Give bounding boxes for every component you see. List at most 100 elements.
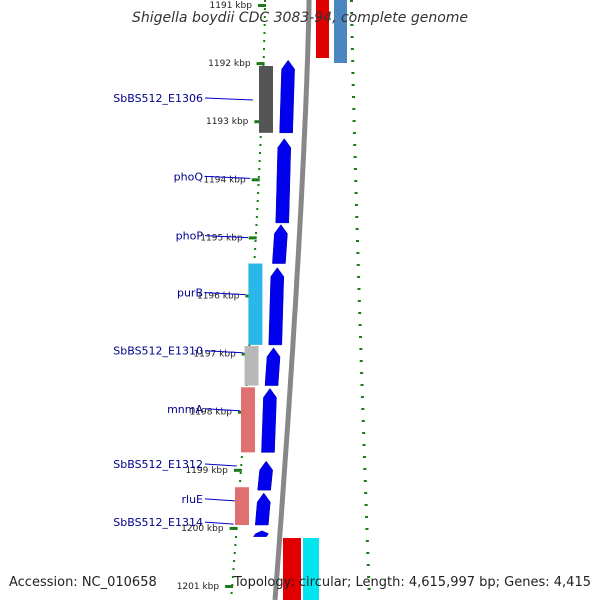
ruler-ring-dot xyxy=(240,464,243,466)
ruler-tick-label: 1200 kbp xyxy=(181,524,224,534)
outer-ring-dash xyxy=(361,408,365,410)
map-title: Shigella boydii CDC 3083-94, complete ge… xyxy=(131,10,469,26)
genome-stats-text: Topology: circular; Length: 4,615,997 bp… xyxy=(233,575,591,590)
cds-forward-arrow xyxy=(264,347,281,386)
gene-label-leader xyxy=(204,463,237,467)
gene-label-leader xyxy=(204,292,246,296)
ruler-ring-dot xyxy=(257,192,260,194)
ruler-ring-dot xyxy=(231,576,234,578)
ruler-ring-dot xyxy=(254,248,257,250)
gene-label: SbBS512_E1314 xyxy=(113,516,203,529)
gene-label-leader xyxy=(204,235,248,239)
gene-label-leader xyxy=(204,175,251,179)
ruler-ring-dot xyxy=(254,240,257,242)
ruler-ring-dot xyxy=(230,592,233,594)
outer-ring-dash xyxy=(362,432,366,434)
gene-label: phoQ xyxy=(174,170,204,183)
gene-label-leader xyxy=(204,521,234,525)
ruler-tick-label: 1192 kbp xyxy=(208,59,251,69)
gene-label-leader xyxy=(204,498,235,502)
ruler-ring-dot xyxy=(256,200,259,202)
outer-ring-dash xyxy=(352,132,356,134)
ruler-tick xyxy=(254,120,263,124)
ruler-ring-dot xyxy=(263,40,266,42)
cds-forward-arrow xyxy=(261,388,277,453)
ruler-ring-dot xyxy=(263,16,266,18)
outer-ring-dash xyxy=(366,552,370,554)
ruler-ring-dot xyxy=(234,536,237,538)
ruler-ring-dot xyxy=(256,208,259,210)
outer-ring-dash xyxy=(355,216,359,218)
outer-ring-dash xyxy=(360,384,364,386)
gene-label: mnmA xyxy=(167,403,203,416)
cds-forward-arrow xyxy=(268,267,285,346)
ruler-tick xyxy=(233,468,242,472)
outer-ring-dash xyxy=(357,300,361,302)
outer-ring-dash xyxy=(364,492,368,494)
ruler-ring-dot xyxy=(255,216,258,218)
cog-block xyxy=(244,346,259,386)
outer-ring-dash xyxy=(365,516,369,518)
reverse-cog-block xyxy=(316,0,329,58)
outer-ring-dash xyxy=(354,204,358,206)
outer-ring-dash xyxy=(362,444,366,446)
ruler-ring-dot xyxy=(259,144,262,146)
reverse-cog-block xyxy=(334,0,347,63)
ruler-tick xyxy=(251,178,260,182)
ruler-ring-dot xyxy=(253,256,256,258)
ruler-ring-dot xyxy=(248,344,251,346)
outer-ring-dash xyxy=(358,336,362,338)
outer-ring-dash xyxy=(350,48,354,50)
gene-label: phoP xyxy=(176,230,204,243)
ruler-ring-dot xyxy=(263,32,266,34)
ruler-ring-dot xyxy=(262,56,265,58)
outer-ring-dash xyxy=(350,12,354,14)
ruler-tick-label: 1191 kbp xyxy=(210,1,253,11)
outer-ring-dash xyxy=(358,324,362,326)
outer-ring-dash xyxy=(350,24,354,26)
outer-ring-dash xyxy=(350,0,353,2)
outer-ring-dash xyxy=(354,180,358,182)
gene-label: SbBS512_E1306 xyxy=(113,92,203,105)
outer-ring-dash xyxy=(362,456,366,458)
outer-ring-dash xyxy=(353,144,357,146)
outer-ring-dash xyxy=(355,228,359,230)
outer-ring-dash xyxy=(361,420,365,422)
outer-ring-dash xyxy=(358,312,362,314)
ruler-ring-dot xyxy=(255,232,258,234)
outer-ring-dash xyxy=(360,372,364,374)
cds-forward-arrow xyxy=(272,224,288,264)
ruler-ring-dot xyxy=(259,136,262,138)
ruler-tick-label: 1197 kbp xyxy=(193,350,236,360)
ruler-ring-dot xyxy=(258,160,261,162)
ruler-tick-label: 1194 kbp xyxy=(203,175,246,185)
outer-ring-dash xyxy=(360,396,364,398)
ruler-ring-dot xyxy=(255,224,258,226)
ruler-ring-dot xyxy=(233,552,236,554)
ruler-tick-label: 1195 kbp xyxy=(200,233,243,243)
outer-ring-dash xyxy=(351,96,355,98)
outer-ring-dash xyxy=(356,264,360,266)
outer-ring-dash xyxy=(351,84,355,86)
outer-ring-dash xyxy=(353,156,357,158)
ruler-tick-label: 1193 kbp xyxy=(206,117,249,127)
ruler-ring-dot xyxy=(239,480,242,482)
gene-label: SbBS512_E1310 xyxy=(113,345,203,358)
cds-forward-arrow xyxy=(257,460,273,491)
outer-ring-dash xyxy=(353,168,357,170)
reverse-cog-block xyxy=(303,538,319,600)
ruler-tick xyxy=(257,4,266,7)
ruler-ring-dot xyxy=(232,568,235,570)
cog-block xyxy=(241,387,256,453)
ruler-ring-dot xyxy=(263,24,266,26)
outer-ring-dash xyxy=(363,480,367,482)
ruler-tick xyxy=(248,236,257,240)
outer-ring-dash xyxy=(352,108,356,110)
outer-ring-dash xyxy=(350,36,354,38)
ruler-tick-label: 1201 kbp xyxy=(177,582,220,592)
outer-ring-dash xyxy=(364,504,368,506)
gene-label: SbBS512_E1312 xyxy=(113,458,203,471)
outer-ring-dash xyxy=(357,288,361,290)
outer-ring-dash xyxy=(367,576,371,578)
